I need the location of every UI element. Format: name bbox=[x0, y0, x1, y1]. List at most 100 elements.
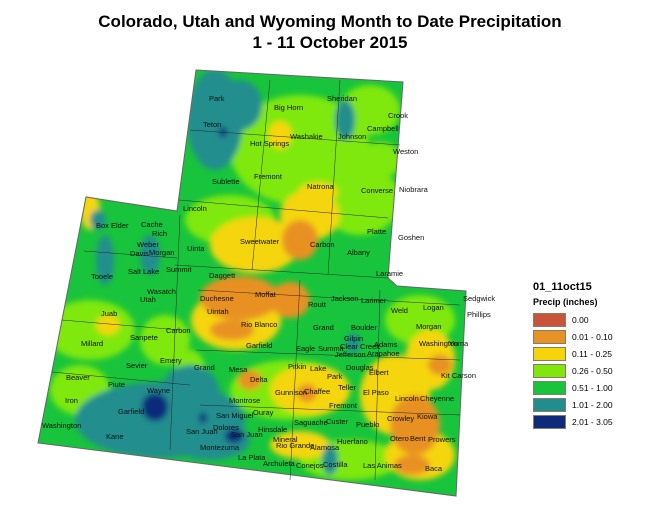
county-label: Crowley bbox=[387, 414, 414, 423]
legend-label: 0.01 - 0.10 bbox=[572, 331, 613, 342]
county-label: Daggett bbox=[209, 271, 236, 280]
county-label: Baca bbox=[425, 464, 443, 473]
county-label: Grand bbox=[194, 363, 215, 372]
county-label: Uintah bbox=[207, 307, 229, 316]
county-label: Gunnison bbox=[275, 388, 307, 397]
county-label: San Juan bbox=[231, 430, 263, 439]
county-label: Fremont bbox=[254, 172, 283, 181]
county-label: Grand bbox=[313, 323, 334, 332]
county-boundaries bbox=[51, 79, 461, 481]
county-label: Niobrara bbox=[399, 185, 429, 194]
county-label: Boulder bbox=[351, 323, 377, 332]
county-label: Kane bbox=[106, 432, 124, 441]
county-label: Chaffee bbox=[304, 387, 330, 396]
county-label: Carbon bbox=[166, 326, 191, 335]
region-outline bbox=[37, 69, 467, 497]
county-label: Weber bbox=[137, 240, 159, 249]
county-label: Elbert bbox=[369, 368, 390, 377]
county-labels: Park Big Horn Sheridan Crook Teton Washakie Jo… bbox=[42, 94, 495, 473]
legend-label: 0.26 - 0.50 bbox=[572, 365, 613, 376]
county-label: Millard bbox=[81, 339, 103, 348]
legend-layer-id: 01_11oct15 bbox=[533, 281, 592, 293]
county-label: Albany bbox=[347, 248, 370, 257]
county-label: Kit Carson bbox=[441, 371, 476, 380]
county-label: Larimer bbox=[361, 296, 387, 305]
county-label: Garfield bbox=[118, 407, 144, 416]
county-label: Gilpin bbox=[344, 334, 363, 343]
county-label: Delta bbox=[250, 375, 268, 384]
county-label: Douglas bbox=[346, 363, 374, 372]
county-label: El Paso bbox=[363, 388, 389, 397]
legend-swatch bbox=[533, 312, 566, 327]
legend-swatch bbox=[533, 397, 566, 412]
county-label: Dolores bbox=[213, 423, 239, 432]
county-label: Eagle bbox=[296, 344, 315, 353]
county-label: Teller bbox=[338, 383, 356, 392]
county-label: Davis bbox=[130, 249, 149, 258]
map-title: Colorado, Utah and Wyoming Month to Date… bbox=[98, 12, 562, 31]
county-label: Uinta bbox=[187, 244, 205, 253]
county-label: Rio Blanco bbox=[241, 320, 277, 329]
legend-swatch bbox=[533, 346, 566, 361]
county-label: Rio Grande bbox=[276, 441, 314, 450]
county-label: Iron bbox=[65, 396, 78, 405]
county-label: Saguache bbox=[294, 418, 328, 427]
county-label: Montrose bbox=[229, 396, 260, 405]
county-label: Campbell bbox=[367, 124, 399, 133]
county-label: Fremont bbox=[329, 401, 358, 410]
county-label: Huerfano bbox=[337, 437, 368, 446]
county-label: Natrona bbox=[307, 182, 335, 191]
county-label: Phillips bbox=[467, 310, 491, 319]
county-label: Crook bbox=[388, 111, 408, 120]
county-label: Otero bbox=[390, 434, 409, 443]
legend-item: 2.01 - 3.05 bbox=[533, 413, 658, 430]
county-label: Garfield bbox=[246, 341, 272, 350]
legend-item: 0.01 - 0.10 bbox=[533, 328, 658, 345]
county-label: Kiowa bbox=[417, 412, 438, 421]
county-label: Laramie bbox=[376, 269, 403, 278]
county-label: Logan bbox=[423, 303, 444, 312]
county-label: Cheyenne bbox=[420, 394, 454, 403]
county-label: Prowers bbox=[428, 435, 456, 444]
legend-heading: Precip (inches) bbox=[533, 297, 598, 307]
county-label: Bent bbox=[410, 434, 426, 443]
county-label: Wayne bbox=[147, 386, 170, 395]
county-label: Rich bbox=[152, 229, 167, 238]
county-label: Goshen bbox=[398, 233, 424, 242]
legend-item: 0.51 - 1.00 bbox=[533, 379, 658, 396]
legend-item: 0.11 - 0.25 bbox=[533, 345, 658, 362]
county-label: Big Horn bbox=[274, 103, 303, 112]
county-label: Hot Springs bbox=[250, 139, 289, 148]
county-label: Jefferson bbox=[335, 350, 366, 359]
legend-swatch bbox=[533, 329, 566, 344]
county-label: Piute bbox=[108, 380, 125, 389]
county-label: Mesa bbox=[229, 365, 248, 374]
county-label: Sevier bbox=[126, 361, 148, 370]
legend-label: 2.01 - 3.05 bbox=[572, 416, 613, 427]
county-label: Summit bbox=[166, 265, 192, 274]
county-label: Summit bbox=[318, 344, 344, 353]
county-label: Weston bbox=[393, 147, 418, 156]
county-label: La Plata bbox=[238, 453, 266, 462]
legend-swatch bbox=[533, 380, 566, 395]
county-label: Conejos bbox=[296, 461, 324, 470]
county-label: Routt bbox=[308, 300, 327, 309]
county-label: Teton bbox=[203, 120, 221, 129]
county-label: Duchesne bbox=[200, 294, 234, 303]
county-label: Sedgwick bbox=[463, 294, 495, 303]
county-label: Washington bbox=[42, 421, 81, 430]
county-label: Utah bbox=[140, 295, 156, 304]
county-label: Sheridan bbox=[327, 94, 357, 103]
county-label: Box Elder bbox=[96, 221, 129, 230]
county-label: Platte bbox=[367, 227, 386, 236]
county-label: Yuma bbox=[449, 339, 469, 348]
legend-label: 1.01 - 2.00 bbox=[572, 399, 613, 410]
county-label: Carbon bbox=[310, 240, 335, 249]
legend-swatch bbox=[533, 363, 566, 378]
county-label: Mineral bbox=[273, 435, 298, 444]
county-label: Wasatch bbox=[147, 287, 176, 296]
legend: 01_11oct15 Precip (inches) 0.00 0.01 - 0… bbox=[533, 281, 658, 430]
county-label: Costilla bbox=[323, 460, 348, 469]
county-label: Sanpete bbox=[130, 333, 158, 342]
county-label: Park bbox=[327, 372, 343, 381]
